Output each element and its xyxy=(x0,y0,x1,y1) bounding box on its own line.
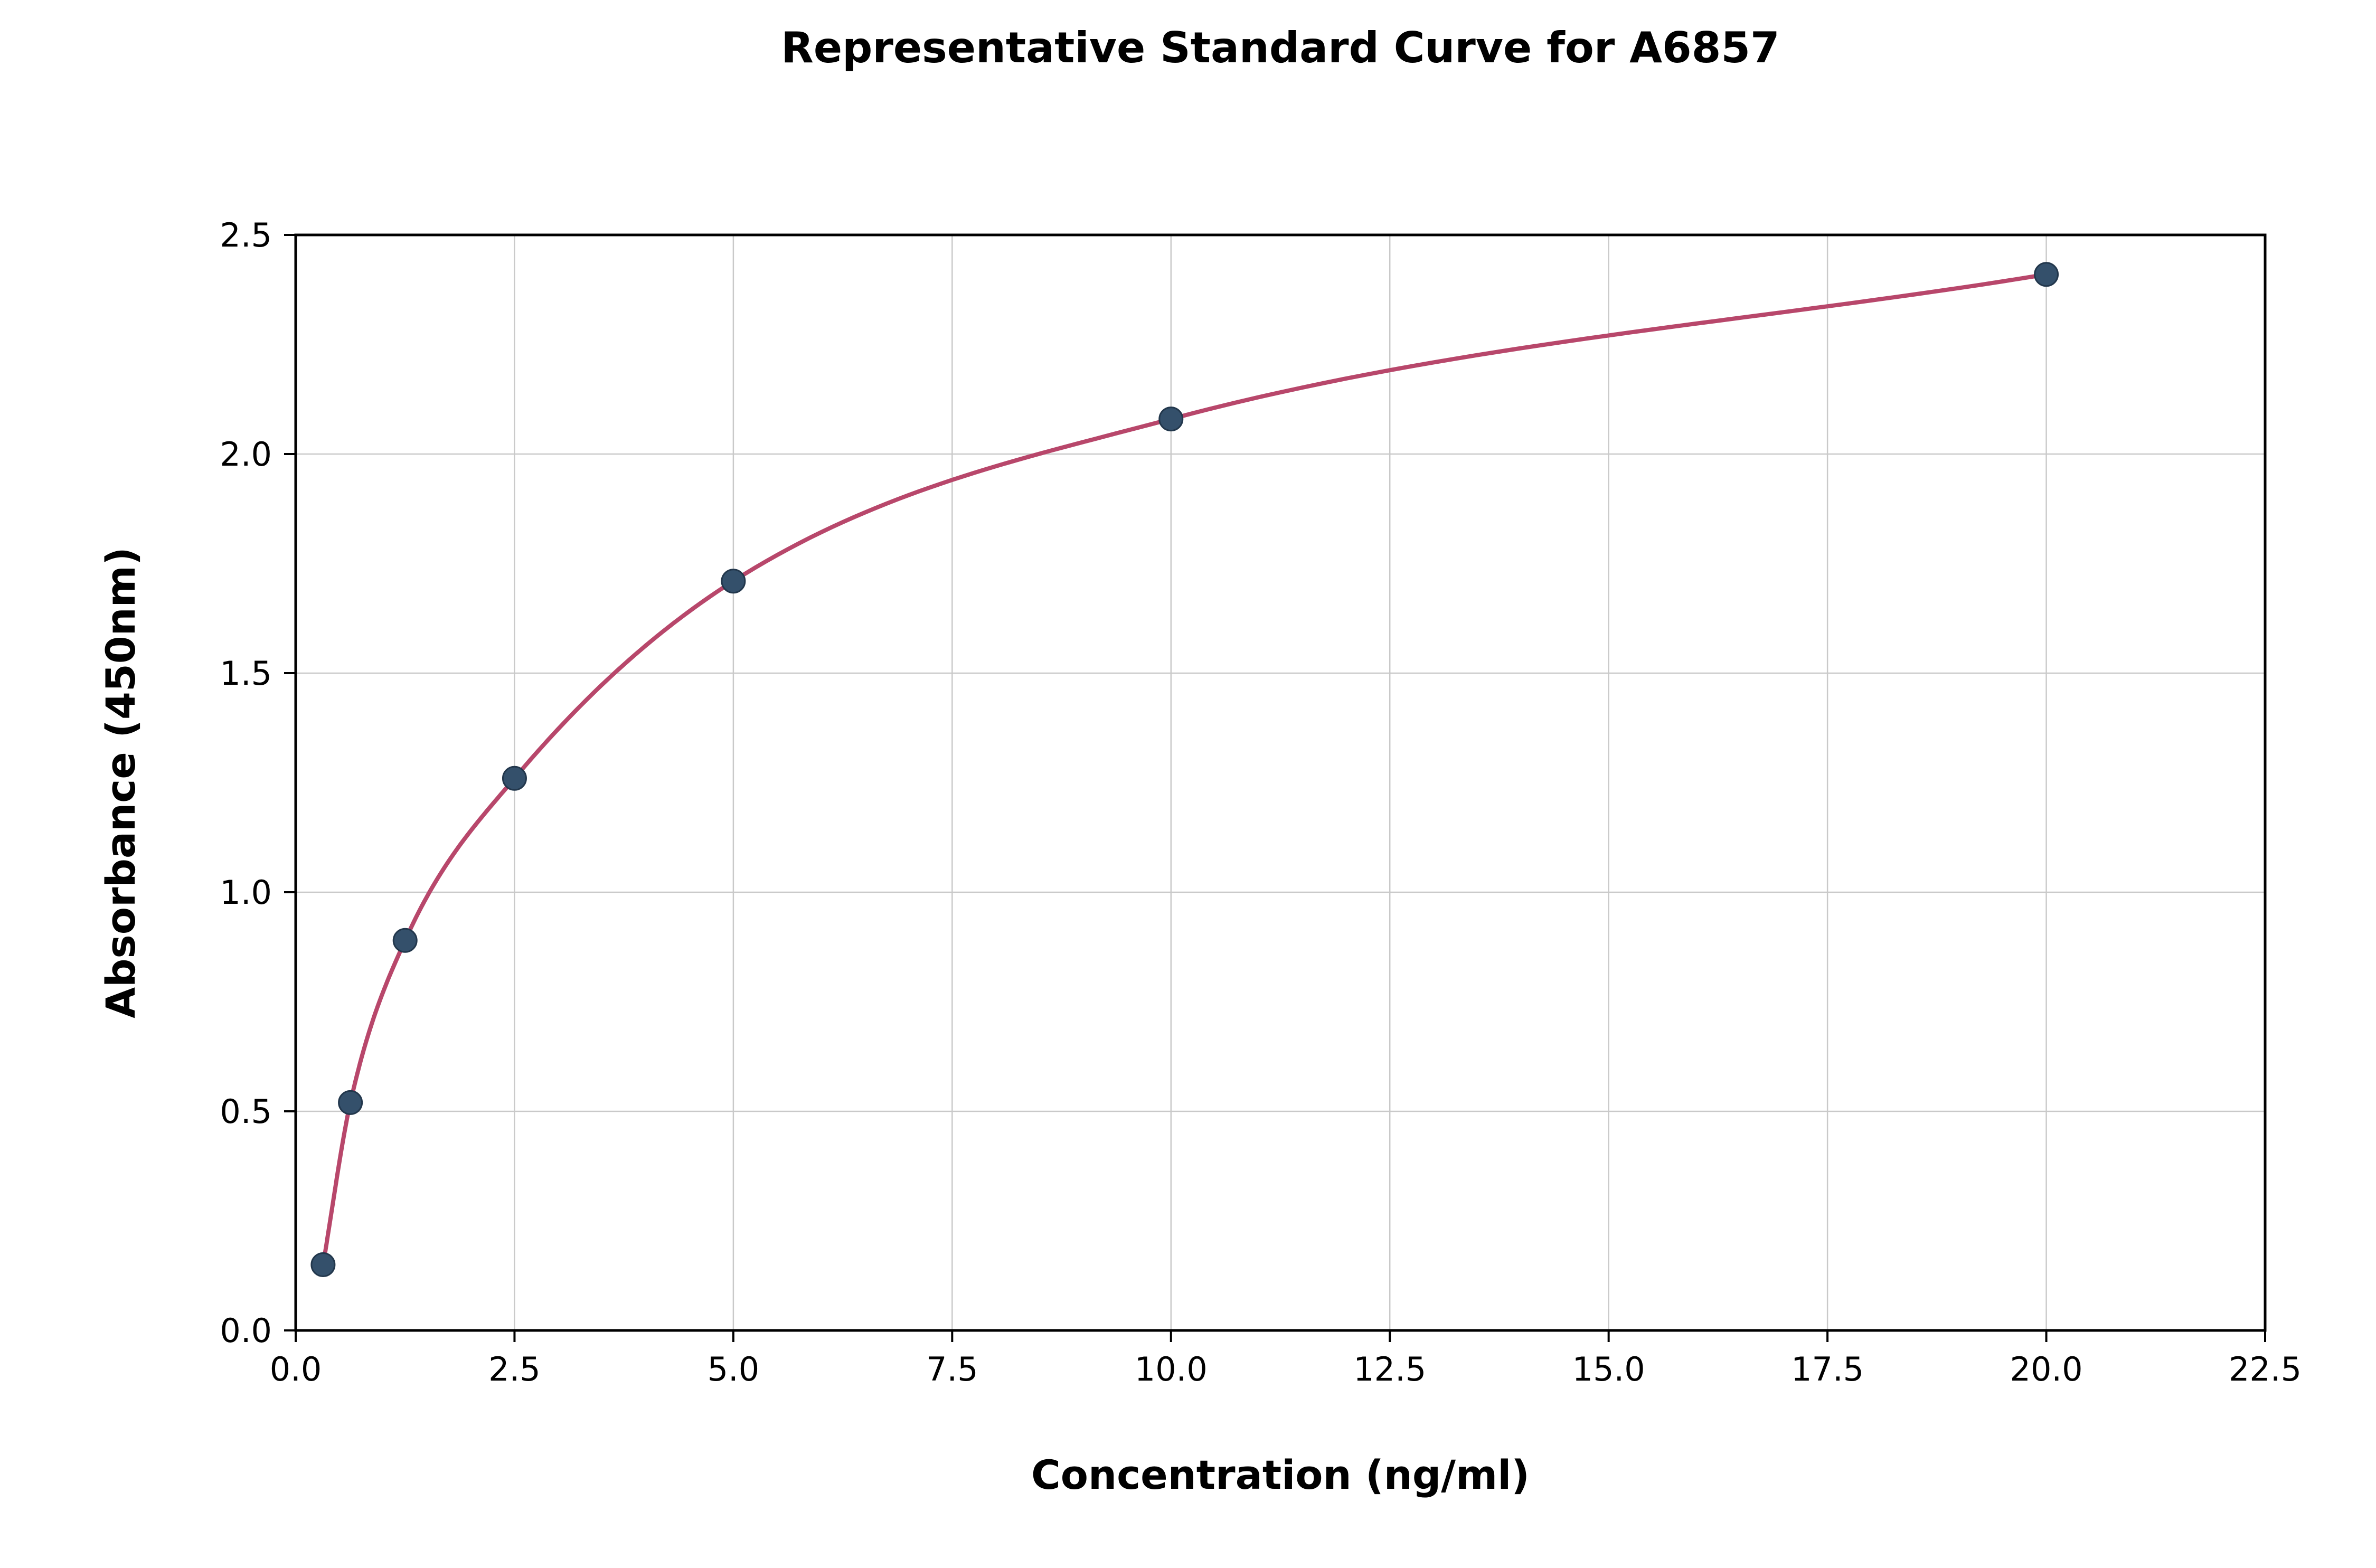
fit-curve xyxy=(320,272,2049,1267)
svg-text:0.0: 0.0 xyxy=(270,1350,322,1388)
svg-text:22.5: 22.5 xyxy=(2229,1350,2302,1388)
svg-text:20.0: 20.0 xyxy=(2010,1350,2083,1388)
data-point xyxy=(392,928,418,953)
svg-text:0.5: 0.5 xyxy=(220,1092,272,1131)
svg-text:0.0: 0.0 xyxy=(220,1311,272,1350)
x-axis-label: Concentration (ng/ml) xyxy=(1031,1451,1530,1498)
plot-border xyxy=(294,233,2267,1332)
svg-text:1.5: 1.5 xyxy=(220,654,272,693)
tick-marks xyxy=(284,234,2266,1342)
svg-text:2.5: 2.5 xyxy=(220,216,272,254)
data-point xyxy=(338,1090,363,1115)
svg-text:2.0: 2.0 xyxy=(220,435,272,474)
chart-title: Representative Standard Curve for A6857 xyxy=(781,23,1779,72)
svg-text:10.0: 10.0 xyxy=(1135,1350,1208,1388)
svg-text:2.5: 2.5 xyxy=(488,1350,541,1388)
y-tick-labels: 0.0 0.5 1.0 1.5 2.0 2.5 xyxy=(220,216,272,1350)
svg-text:12.5: 12.5 xyxy=(1353,1350,1426,1388)
data-point xyxy=(310,1252,336,1277)
svg-text:5.0: 5.0 xyxy=(708,1350,760,1388)
data-point xyxy=(1158,407,1184,432)
y-axis-label: Absorbance (450nm) xyxy=(97,547,144,1018)
x-tick-labels: 0.0 2.5 5.0 7.5 10.0 12.5 15.0 17.5 20.0 22.5 xyxy=(270,1350,2302,1388)
svg-text:1.0: 1.0 xyxy=(220,873,272,912)
gridlines xyxy=(295,234,2266,1331)
data-point xyxy=(2034,262,2059,287)
data-points xyxy=(310,262,2059,1277)
data-point xyxy=(721,569,746,594)
svg-text:17.5: 17.5 xyxy=(1791,1350,1864,1388)
svg-text:15.0: 15.0 xyxy=(1572,1350,1645,1388)
svg-text:7.5: 7.5 xyxy=(926,1350,978,1388)
data-point xyxy=(502,766,527,791)
